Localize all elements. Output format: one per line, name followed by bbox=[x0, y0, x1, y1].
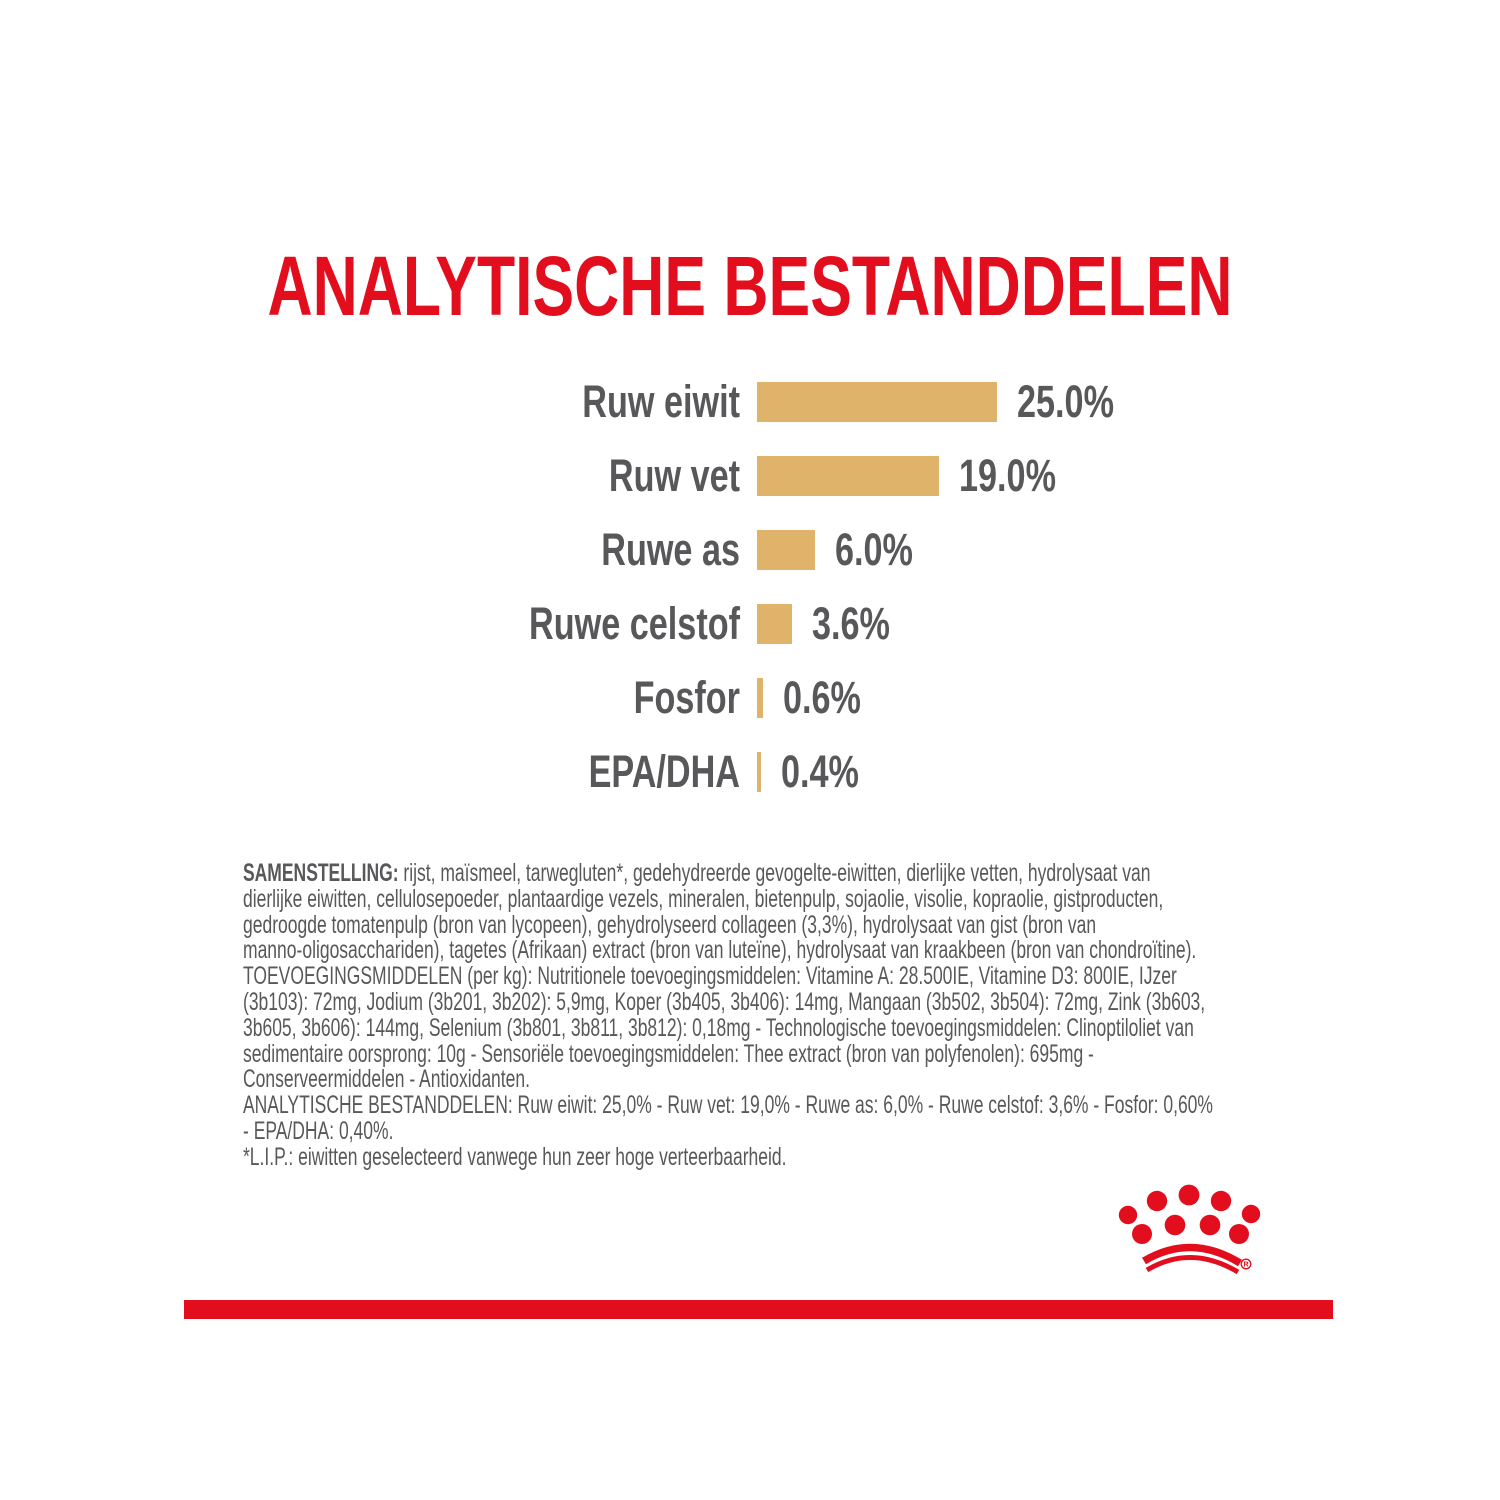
value-label: 19.0% bbox=[959, 450, 1057, 501]
page-title-svg: ANALYTISCHE BESTANDDELEN bbox=[268, 239, 1233, 333]
chart-row: Ruwe as 6.0% bbox=[445, 513, 1145, 587]
chart-row: Ruwe celstof 3.6% bbox=[445, 587, 1145, 661]
category-label: Ruw eiwit bbox=[582, 376, 740, 427]
category-label: Ruw vet bbox=[608, 450, 740, 501]
value-label: 0.4% bbox=[780, 746, 859, 797]
composition-text: SAMENSTELLING: rijst, maïsmeel, tarweglu… bbox=[243, 859, 1265, 1171]
value-label: 6.0% bbox=[834, 524, 913, 575]
composition-heading: SAMENSTELLING: bbox=[243, 859, 399, 887]
svg-text:R: R bbox=[1243, 1262, 1248, 1269]
composition-first-line-text: rijst, maïsmeel, tarwegluten*, gedehydre… bbox=[398, 859, 1151, 887]
value-bar bbox=[757, 752, 761, 792]
category-label: Fosfor bbox=[633, 672, 740, 723]
composition-body: dierlijke eiwitten, cellulosepoeder, pla… bbox=[243, 884, 1213, 1171]
page-title: ANALYTISCHE BESTANDDELEN bbox=[268, 239, 1233, 333]
value-bar bbox=[757, 456, 940, 496]
composition-first-line: SAMENSTELLING: rijst, maïsmeel, tarweglu… bbox=[243, 859, 1265, 887]
value-bar bbox=[757, 678, 763, 718]
chart-row: EPA/DHA 0.4% bbox=[445, 735, 1145, 809]
category-label: Ruwe as bbox=[601, 524, 740, 575]
category-label: EPA/DHA bbox=[588, 746, 740, 797]
value-bar bbox=[757, 530, 815, 570]
chart-row: Fosfor 0.6% bbox=[445, 661, 1145, 735]
crown-icon bbox=[1118, 1184, 1261, 1275]
chart-row: Ruw vet 19.0% bbox=[445, 439, 1145, 513]
analytical-chart: Ruw eiwit 25.0% Ruw vet 19.0% Ruwe as 6.0% Ruw… bbox=[445, 365, 1145, 809]
registered-trademark-icon: R bbox=[1240, 1258, 1252, 1270]
value-label: 3.6% bbox=[811, 598, 890, 649]
value-bar bbox=[757, 382, 997, 422]
chart-row: Ruw eiwit 25.0% bbox=[445, 365, 1145, 439]
value-label: 25.0% bbox=[1017, 376, 1114, 427]
value-label: 0.6% bbox=[782, 672, 861, 723]
footer-red-bar bbox=[184, 1300, 1333, 1319]
royal-canin-crown-logo: R bbox=[1118, 1184, 1261, 1275]
category-label: Ruwe celstof bbox=[529, 598, 740, 649]
value-bar bbox=[757, 604, 792, 644]
